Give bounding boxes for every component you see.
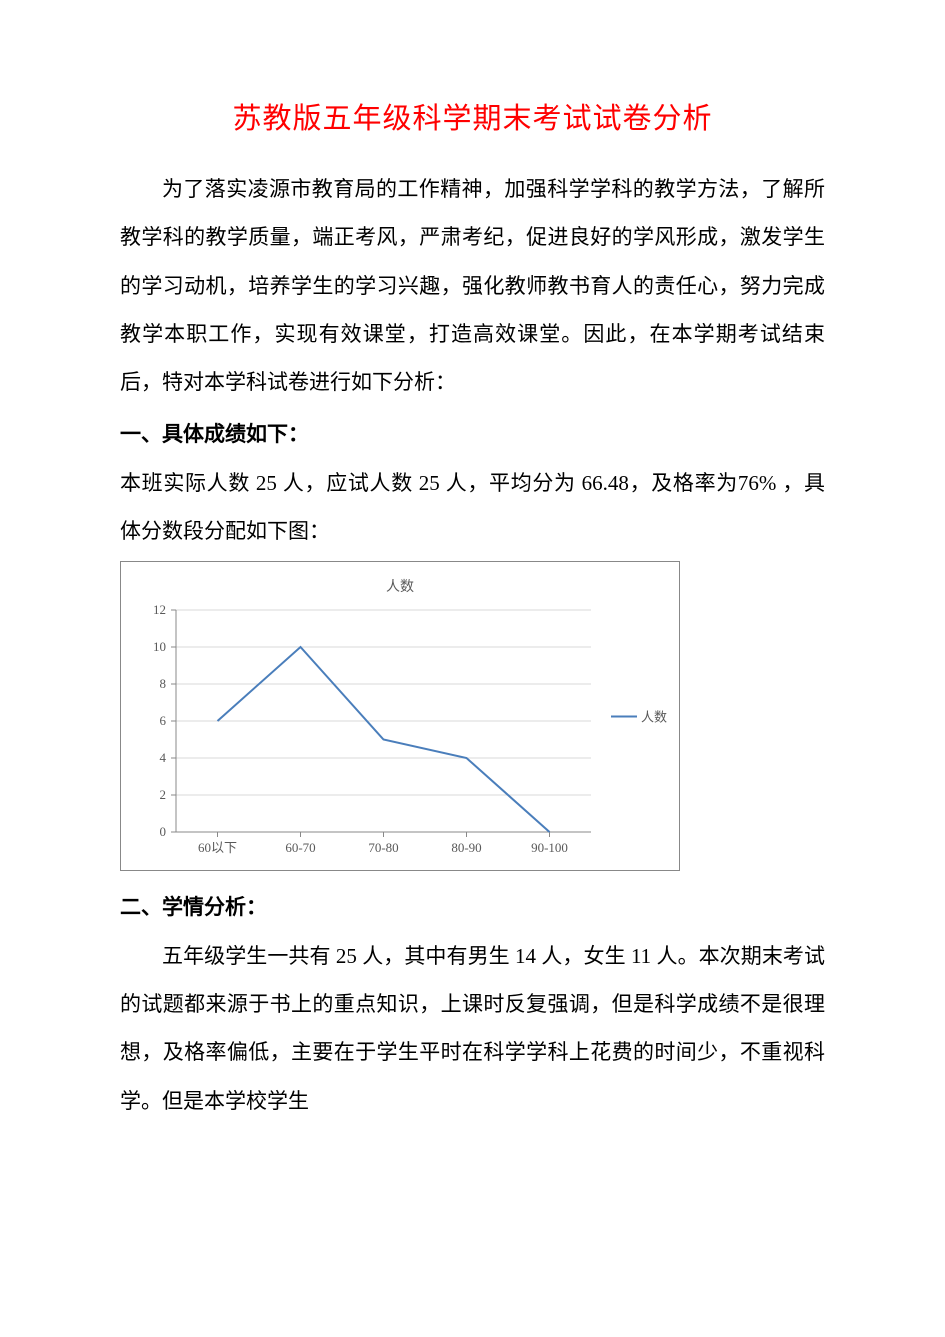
svg-text:80-90: 80-90 xyxy=(451,840,481,855)
svg-text:0: 0 xyxy=(160,824,167,839)
svg-text:8: 8 xyxy=(160,676,167,691)
legend-label: 人数 xyxy=(641,707,667,726)
svg-text:4: 4 xyxy=(160,750,167,765)
svg-text:90-100: 90-100 xyxy=(531,840,568,855)
chart-svg: 0 2 4 6 8 10 12 60以下 60-70 70-80 80-90 90-100 xyxy=(121,562,681,872)
svg-text:12: 12 xyxy=(153,602,166,617)
svg-text:6: 6 xyxy=(160,713,167,728)
stats-paragraph: 本班实际人数 25 人，应试人数 25 人，平均分为 66.48，及格率为76%… xyxy=(120,459,825,556)
svg-text:60以下: 60以下 xyxy=(198,840,237,855)
svg-text:70-80: 70-80 xyxy=(368,840,398,855)
score-distribution-chart: 人数 02468101260以下60-7070-8080-9090-100 人数 xyxy=(120,561,680,871)
section-2-heading: 二、学情分析： xyxy=(120,883,825,931)
svg-text:60-70: 60-70 xyxy=(285,840,315,855)
svg-text:2: 2 xyxy=(160,787,167,802)
svg-text:10: 10 xyxy=(153,639,166,654)
legend-line-icon xyxy=(611,715,637,717)
document-title: 苏教版五年级科学期末考试试卷分析 xyxy=(120,95,825,137)
intro-paragraph: 为了落实凌源市教育局的工作精神，加强科学学科的教学方法，了解所教学科的教学质量，… xyxy=(120,165,825,406)
section-1-heading: 一、具体成绩如下： xyxy=(120,410,825,458)
analysis-paragraph: 五年级学生一共有 25 人，其中有男生 14 人，女生 11 人。本次期末考试的… xyxy=(120,932,825,1125)
chart-legend: 人数 xyxy=(611,707,667,726)
